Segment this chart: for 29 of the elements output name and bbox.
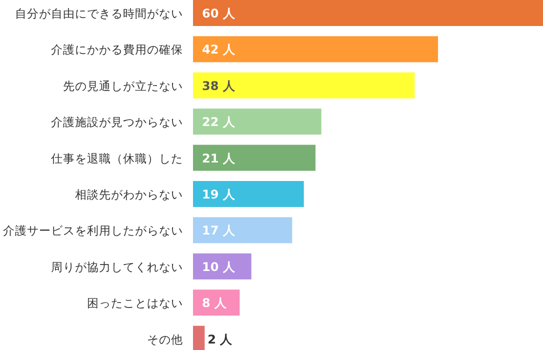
data-label: 42 人	[202, 42, 236, 57]
bar	[193, 72, 415, 98]
data-label: 10 人	[202, 260, 236, 274]
bar	[193, 144, 316, 171]
data-label: 2 人	[208, 332, 234, 346]
y-tick-label: 仕事を退職（休職）した	[50, 151, 183, 166]
bar	[193, 108, 322, 135]
bar	[193, 181, 304, 207]
y-tick-label: 介護施設が見つからない	[51, 115, 183, 130]
data-label: 19 人	[202, 188, 236, 202]
data-label: 21 人	[202, 151, 236, 166]
y-tick-label: 周りが協力してくれない	[51, 260, 183, 274]
y-tick-label: 自分が自由にできる時間がない	[15, 6, 183, 20]
data-label: 38 人	[202, 78, 236, 93]
y-tick-label: 先の見通しが立たない	[63, 78, 183, 93]
data-label: 22 人	[202, 115, 236, 130]
y-tick-label: 相談先がわからない	[75, 188, 183, 202]
bar	[193, 0, 543, 26]
bar	[193, 36, 438, 62]
bar	[193, 217, 292, 244]
data-label: 60 人	[202, 6, 236, 20]
y-tick-label: その他	[147, 332, 183, 346]
data-label: 17 人	[202, 224, 236, 238]
y-tick-label: 困ったことはない	[87, 296, 183, 310]
y-tick-label: 介護サービスを利用したがらない	[3, 224, 183, 238]
bar	[193, 253, 252, 280]
bar	[193, 290, 240, 316]
y-tick-label: 介護にかかる費用の確保	[51, 42, 183, 57]
data-label: 8 人	[202, 296, 228, 310]
